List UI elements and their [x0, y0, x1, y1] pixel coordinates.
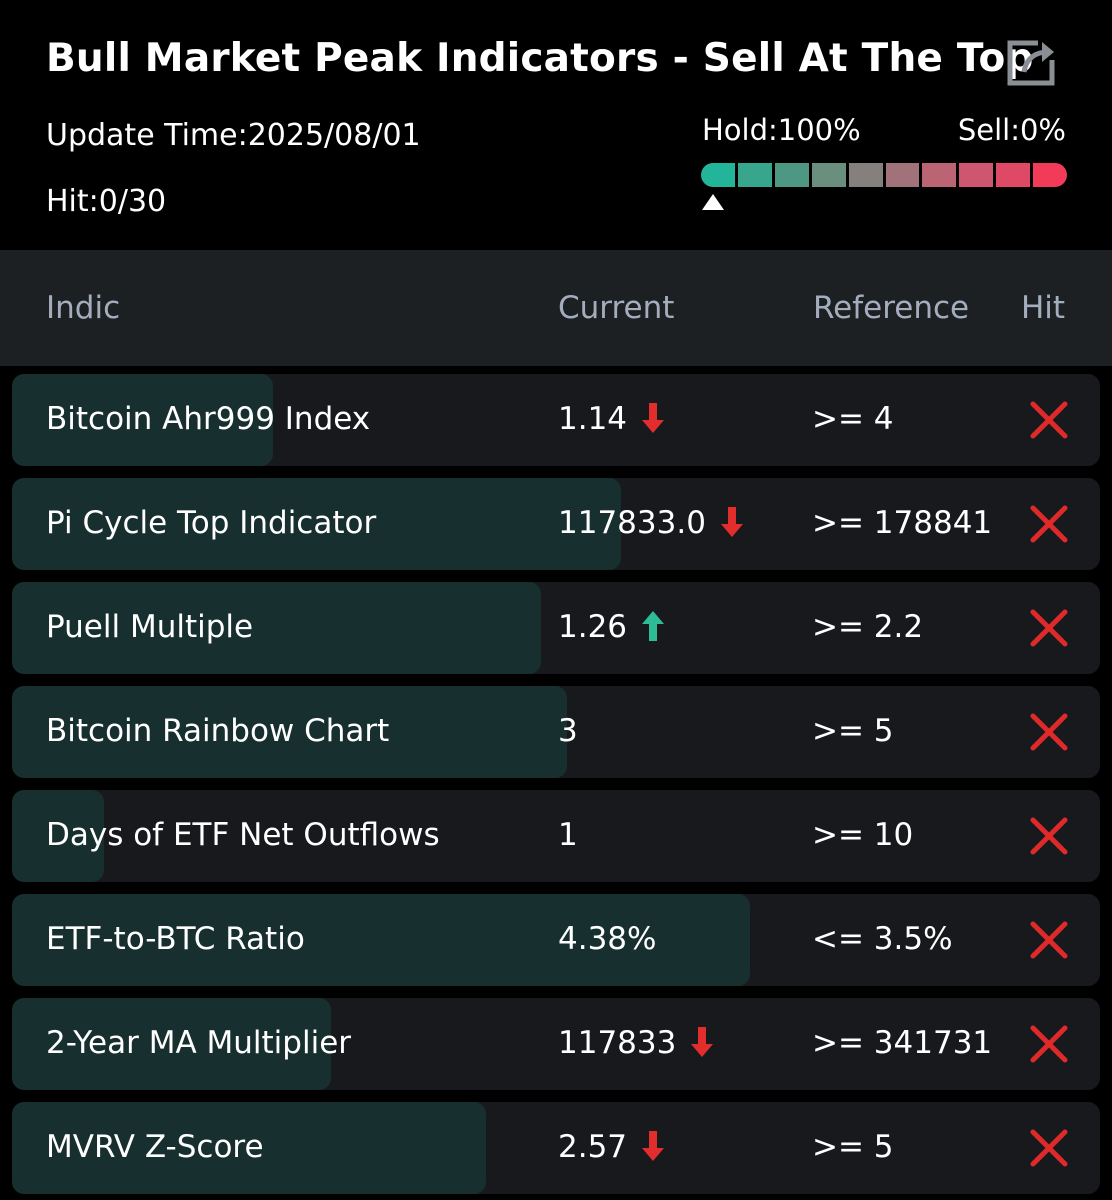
hold-percentage: Hold:100%: [702, 113, 861, 147]
gauge-segment: [701, 163, 735, 187]
indicator-name: Days of ETF Net Outflows: [46, 817, 440, 853]
reference-value: >= 10: [812, 817, 914, 853]
current-value: 3: [558, 713, 578, 749]
cross-icon: [1030, 401, 1068, 439]
hit-count: Hit:0/30: [46, 184, 167, 219]
current-value-cell: 4.38%: [558, 921, 656, 957]
reference-value: >= 5: [812, 713, 894, 749]
indicator-row[interactable]: MVRV Z-Score 2.57 >= 5: [12, 1102, 1100, 1194]
current-value: 2.57: [558, 1129, 628, 1165]
indicator-name: 2-Year MA Multiplier: [46, 1025, 352, 1061]
current-value-cell: 1: [558, 817, 578, 853]
arrow-down-icon: [691, 1026, 714, 1057]
indicator-name: Puell Multiple: [46, 609, 254, 645]
cross-icon: [1030, 1129, 1068, 1167]
gauge-marker: [702, 194, 724, 210]
reference-value: >= 4: [812, 401, 894, 437]
progress-bar: [12, 790, 104, 882]
gauge-segment: [774, 163, 809, 187]
arrow-down-icon: [720, 506, 743, 537]
progress-bar: [12, 582, 541, 674]
arrow-down-icon: [642, 1130, 665, 1161]
progress-bar: [12, 374, 273, 466]
reference-value: >= 341731: [812, 1025, 993, 1061]
arrow-up-icon: [642, 610, 665, 641]
table-header: Indic Current Reference Hit: [0, 250, 1112, 366]
progress-bar: [12, 478, 621, 570]
current-value: 1.14: [558, 401, 628, 437]
current-value: 1.26: [558, 609, 628, 645]
indicator-row[interactable]: 2-Year MA Multiplier 117833 >= 341731: [12, 998, 1100, 1090]
column-indicator: Indic: [46, 290, 121, 326]
cross-icon: [1030, 1025, 1068, 1063]
sell-percentage: Sell:0%: [957, 113, 1066, 147]
indicator-row[interactable]: Pi Cycle Top Indicator 117833.0 >= 178841: [12, 478, 1100, 570]
arrow-down-icon: [642, 402, 665, 433]
reference-value: >= 5: [812, 1129, 894, 1165]
indicator-name: MVRV Z-Score: [46, 1129, 264, 1165]
hit-status: [1030, 1129, 1068, 1167]
gauge-segment: [885, 163, 920, 187]
share-button[interactable]: [1006, 38, 1058, 86]
header: Bull Market Peak Indicators - Sell At Th…: [0, 0, 1112, 248]
cross-icon: [1030, 817, 1068, 855]
hit-status: [1030, 713, 1068, 751]
reference-value: <= 3.5%: [812, 921, 953, 957]
column-hit: Hit: [1021, 290, 1066, 326]
indicator-row[interactable]: ETF-to-BTC Ratio 4.38% <= 3.5%: [12, 894, 1100, 986]
gauge-segment: [1033, 163, 1068, 187]
indicator-row[interactable]: Bitcoin Ahr999 Index 1.14 >= 4: [12, 374, 1100, 466]
gauge-segment: [811, 163, 846, 187]
column-reference: Reference: [813, 290, 970, 326]
column-current: Current: [558, 290, 675, 326]
progress-bar: [12, 998, 331, 1090]
gauge-segment: [922, 163, 957, 187]
hit-status: [1030, 1025, 1068, 1063]
indicator-name: Bitcoin Ahr999 Index: [46, 401, 371, 437]
cross-icon: [1030, 921, 1068, 959]
current-value-cell: 3: [558, 713, 578, 749]
indicator-name: ETF-to-BTC Ratio: [46, 921, 305, 957]
gauge-segment: [848, 163, 883, 187]
progress-bar: [12, 686, 567, 778]
cross-icon: [1030, 505, 1068, 543]
indicator-name: Bitcoin Rainbow Chart: [46, 713, 390, 749]
page-title: Bull Market Peak Indicators - Sell At Th…: [46, 36, 1034, 81]
gauge-segment: [996, 163, 1031, 187]
reference-value: >= 2.2: [812, 609, 924, 645]
progress-bar: [12, 1102, 486, 1194]
current-value-cell: 117833: [558, 1025, 714, 1061]
indicator-row[interactable]: Bitcoin Rainbow Chart 3 >= 5: [12, 686, 1100, 778]
current-value-cell: 2.57: [558, 1129, 665, 1165]
reference-value: >= 178841: [812, 505, 993, 541]
current-value: 1: [558, 817, 578, 853]
current-value: 117833: [558, 1025, 677, 1061]
progress-bar: [12, 894, 750, 986]
hit-status: [1030, 505, 1068, 543]
current-value: 117833.0: [558, 505, 706, 541]
current-value-cell: 117833.0: [558, 505, 744, 541]
share-icon: [1007, 40, 1055, 86]
current-value: 4.38%: [558, 921, 657, 957]
hit-status: [1030, 401, 1068, 439]
hit-status: [1030, 921, 1068, 959]
indicator-name: Pi Cycle Top Indicator: [46, 505, 377, 541]
current-value-cell: 1.26: [558, 609, 665, 645]
hold-sell-gauge: [701, 163, 1068, 187]
update-time: Update Time:2025/08/01: [46, 118, 421, 153]
gauge-segment: [737, 163, 772, 187]
hit-status: [1030, 817, 1068, 855]
cross-icon: [1030, 713, 1068, 751]
indicator-row[interactable]: Puell Multiple 1.26 >= 2.2: [12, 582, 1100, 674]
hit-status: [1030, 609, 1068, 647]
gauge-segment: [959, 163, 994, 187]
indicator-row[interactable]: Days of ETF Net Outflows 1 >= 10: [12, 790, 1100, 882]
cross-icon: [1030, 609, 1068, 647]
current-value-cell: 1.14: [558, 401, 665, 437]
